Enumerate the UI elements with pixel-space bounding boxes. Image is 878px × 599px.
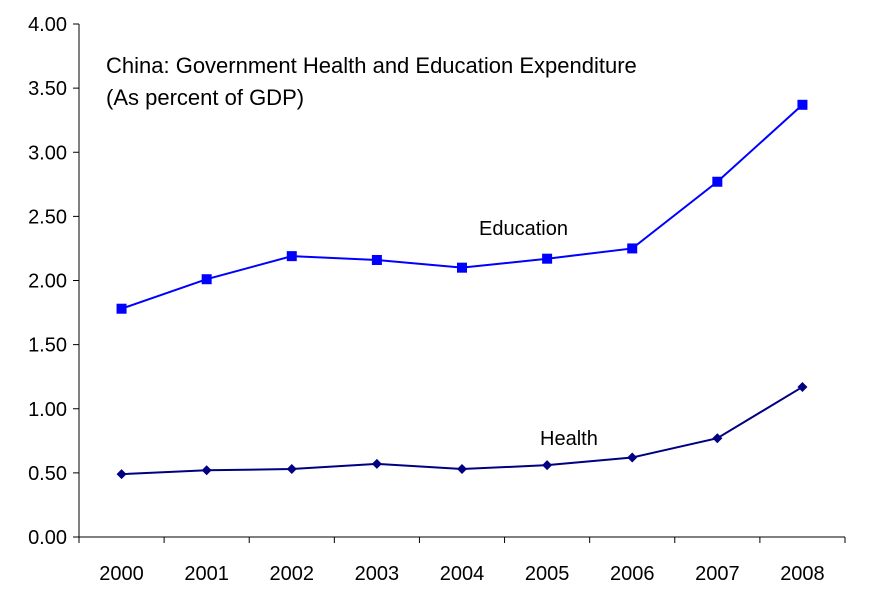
y-tick-label: 2.50 <box>28 206 67 228</box>
x-tick-label: 2005 <box>525 563 570 585</box>
data-point-education <box>116 303 127 314</box>
data-point-education <box>201 274 212 285</box>
x-tick-label: 2007 <box>695 563 740 585</box>
series-line-health <box>121 386 803 476</box>
y-tick-label: 1.50 <box>28 335 67 357</box>
chart-subtitle: (As percent of GDP) <box>106 85 304 110</box>
data-point-education <box>286 251 297 262</box>
x-tick-label: 2001 <box>184 563 229 585</box>
data-point-education <box>371 254 382 265</box>
y-tick-label: 3.00 <box>28 142 67 164</box>
y-axis-ticks: 0.00 0.50 1.00 1.50 2.00 2.50 3.00 3.50 4.00 <box>28 14 79 549</box>
y-tick-label: 0.00 <box>28 527 67 549</box>
data-point-health <box>627 452 638 463</box>
data-point-health <box>712 433 723 444</box>
chart-title: China: Government Health and Education E… <box>106 53 637 78</box>
series-label-health: Health <box>540 428 598 450</box>
x-tick-label: 2002 <box>270 563 315 585</box>
y-tick-label: 2.00 <box>28 271 67 293</box>
data-point-health <box>542 460 553 471</box>
series-layer <box>116 99 808 480</box>
series-label-education: Education <box>479 218 568 240</box>
x-tick-label: 2008 <box>780 563 825 585</box>
y-tick-label: 3.50 <box>28 78 67 100</box>
x-tick-label: 2006 <box>610 563 655 585</box>
data-point-health <box>797 381 808 392</box>
y-tick-label: 4.00 <box>28 14 67 36</box>
series-line-education <box>121 104 804 310</box>
data-point-education <box>712 176 723 187</box>
x-tick-label: 2000 <box>99 563 144 585</box>
x-tick-label: 2003 <box>355 563 400 585</box>
data-point-education <box>457 262 467 273</box>
data-point-education <box>542 253 553 264</box>
x-axis-ticks: 2000 2001 2002 2003 2004 2005 2006 2007 2008 <box>78 537 846 585</box>
data-point-health <box>371 458 382 469</box>
data-point-education <box>627 243 638 254</box>
data-point-health <box>116 469 127 480</box>
data-point-health <box>201 465 212 476</box>
data-point-health <box>286 464 297 475</box>
y-tick-label: 1.00 <box>28 399 67 421</box>
y-tick-label: 0.50 <box>28 463 67 485</box>
x-tick-label: 2004 <box>440 563 485 585</box>
data-point-education <box>797 99 808 110</box>
data-point-health <box>457 464 467 475</box>
